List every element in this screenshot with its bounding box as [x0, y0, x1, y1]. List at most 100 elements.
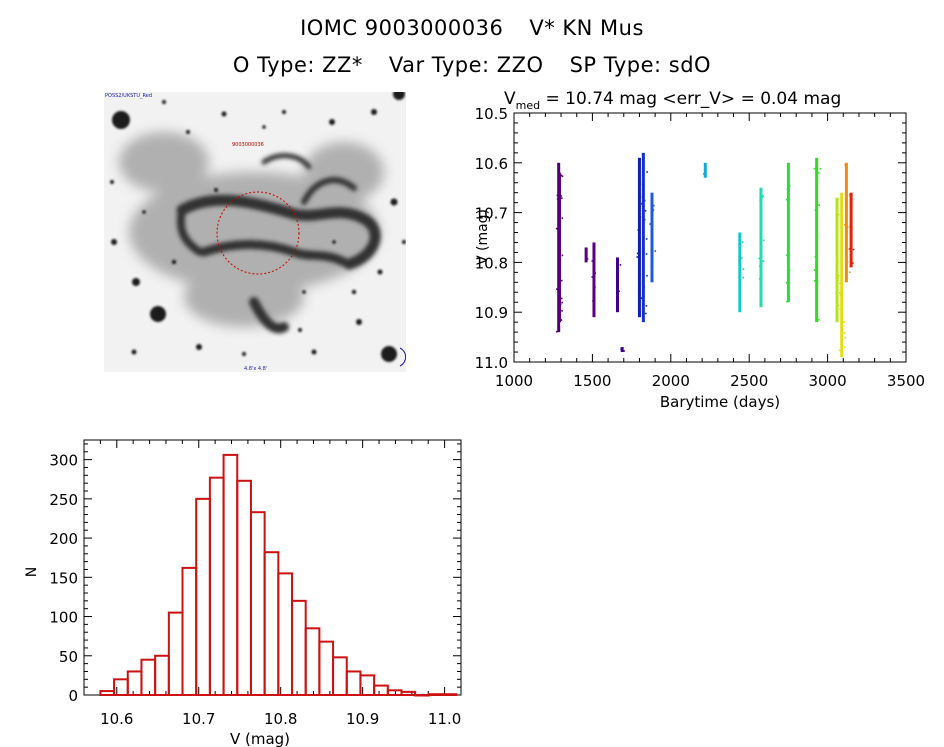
- data-point: [762, 239, 765, 242]
- x-axis-label: Barytime (days): [660, 393, 780, 411]
- histogram-bar: [113, 678, 129, 696]
- y-tick-label: 10.9: [475, 304, 508, 322]
- data-point: [560, 319, 563, 321]
- variable-type: Var Type: ZZO: [388, 53, 544, 77]
- histogram-bar: [304, 627, 321, 696]
- data-point: [638, 157, 641, 160]
- data-point: [594, 272, 597, 274]
- histogram-bar: [99, 690, 116, 696]
- data-point: [844, 223, 846, 226]
- hist-y-axis-label: N: [24, 567, 40, 577]
- histogram-bar: [140, 658, 157, 697]
- data-point: [788, 276, 790, 279]
- data-point: [556, 198, 559, 200]
- hist-x-tick-label: 10.7: [182, 710, 215, 728]
- compass-arc: [399, 347, 406, 367]
- data-point-column: [738, 232, 742, 313]
- data-point-column: [840, 192, 844, 358]
- x-tick-label: 2000: [652, 372, 690, 390]
- data-point: [561, 301, 563, 304]
- y-tick-label: 10.7: [475, 205, 508, 223]
- histogram-bar: [277, 572, 294, 697]
- data-point: [838, 292, 841, 294]
- data-point: [850, 204, 853, 206]
- data-point: [813, 167, 816, 170]
- data-point: [643, 199, 646, 202]
- title-v-symbol: V: [504, 89, 516, 109]
- data-point: [843, 332, 846, 334]
- data-point: [814, 255, 817, 258]
- data-point: [788, 185, 791, 187]
- data-point: [843, 321, 845, 323]
- histogram-bar: [332, 656, 348, 696]
- data-point: [849, 271, 851, 273]
- sky-image-thumbnail: 9003000036 POSS2/UKSTU_Red 4.8'x 4.8': [104, 92, 406, 372]
- data-point: [852, 248, 855, 251]
- chart-title: IOMC 9003000036 V* KN Mus: [0, 16, 944, 40]
- data-point: [618, 290, 620, 293]
- data-point: [841, 199, 843, 202]
- hist-y-tick-label: 250: [49, 491, 78, 509]
- data-point: [838, 349, 841, 352]
- data-point: [639, 279, 641, 282]
- hist-y-tick-label: 100: [49, 609, 78, 627]
- data-point: [841, 343, 844, 346]
- data-point: [646, 171, 648, 173]
- data-point: [561, 217, 564, 219]
- hist-x-tick-label: 10.9: [346, 710, 379, 728]
- data-point: [594, 286, 596, 289]
- data-point: [845, 200, 847, 203]
- data-point: [845, 273, 848, 276]
- data-point: [623, 350, 625, 352]
- data-point: [817, 318, 820, 321]
- data-point: [560, 279, 563, 282]
- hist-x-tick-label: 10.8: [264, 710, 297, 728]
- data-point: [816, 234, 819, 237]
- data-point: [846, 226, 849, 228]
- data-point: [652, 204, 655, 207]
- data-point: [558, 290, 560, 293]
- data-point: [585, 256, 587, 259]
- data-point: [638, 198, 640, 200]
- nebula-shell: [176, 153, 381, 334]
- data-point-column: [815, 157, 819, 323]
- data-point: [643, 303, 645, 305]
- title-stats: = 10.74 mag <err_V> = 0.04 mag: [540, 89, 841, 109]
- title-subscript: med: [516, 99, 540, 112]
- histogram-bar: [236, 479, 252, 696]
- data-point: [558, 229, 560, 232]
- histogram-bar: [181, 566, 198, 697]
- data-point: [560, 297, 563, 300]
- star-id: IOMC 9003000036: [300, 16, 504, 40]
- data-point: [759, 199, 761, 201]
- data-point: [558, 258, 561, 261]
- y-axis-label: V (mag): [475, 209, 491, 265]
- data-point-column: [844, 162, 848, 283]
- histogram-bar: [345, 670, 362, 697]
- y-tick-label: 10.6: [475, 155, 508, 173]
- data-point: [556, 194, 559, 197]
- data-point: [644, 210, 647, 212]
- hist-y-tick-label: 50: [59, 648, 78, 666]
- plot-frame: [513, 112, 907, 363]
- data-point: [646, 274, 648, 277]
- hist-y-tick-label: 200: [49, 530, 78, 548]
- survey-caption: POSS2/UKSTU_Red: [105, 93, 152, 99]
- data-point: [643, 285, 645, 288]
- data-point: [650, 265, 652, 268]
- data-point-column: [835, 197, 839, 323]
- data-point: [762, 260, 765, 262]
- histogram-bar: [441, 693, 458, 697]
- histogram-bar: [263, 551, 280, 697]
- data-point: [816, 177, 819, 180]
- data-point: [559, 303, 562, 306]
- data-point-column: [584, 247, 588, 263]
- data-point: [616, 283, 619, 286]
- histogram-bar: [167, 611, 184, 696]
- data-point: [561, 197, 563, 199]
- data-point: [650, 274, 653, 277]
- data-point: [758, 278, 761, 280]
- data-point: [813, 280, 816, 282]
- histogram-bar: [386, 689, 403, 696]
